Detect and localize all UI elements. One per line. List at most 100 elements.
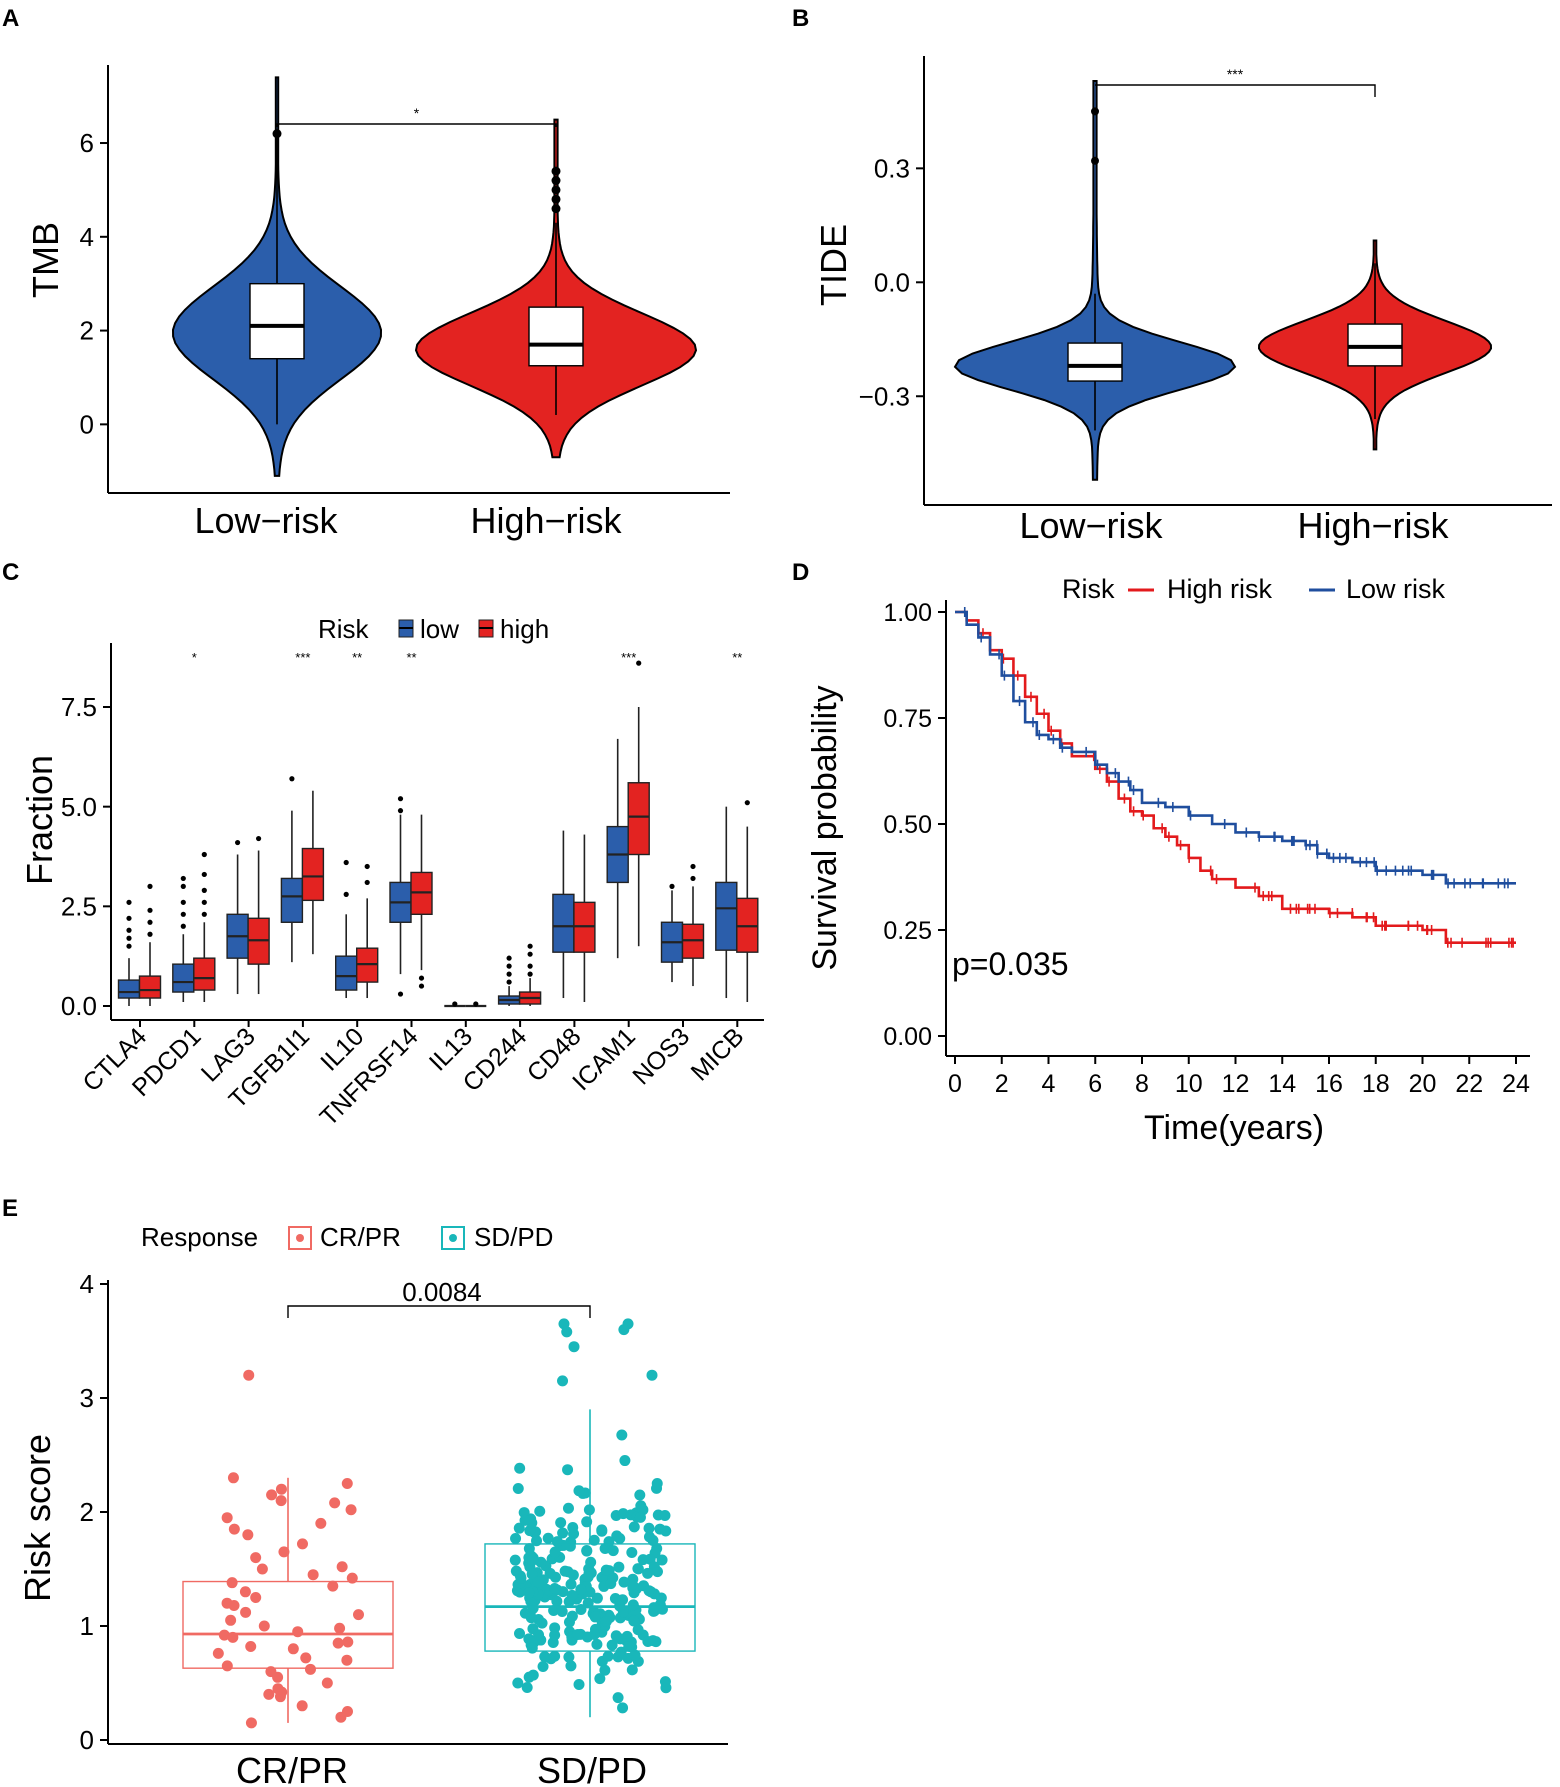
outlier-point <box>551 176 561 186</box>
outlier-point <box>147 883 153 890</box>
outlier-point <box>180 875 186 882</box>
data-point-sd-pd <box>656 1554 668 1566</box>
data-point-cr-pr <box>278 1546 290 1558</box>
data-point-sd-pd <box>562 1464 574 1476</box>
data-point-cr-pr <box>243 1369 255 1381</box>
panel-e-label: E <box>2 1195 18 1222</box>
panel-c-label: C <box>2 559 19 586</box>
data-point-sd-pd <box>589 1611 601 1623</box>
panel-c: C Risk low high Fraction 0.02.55.07.5 * *… <box>2 559 764 1132</box>
outlier-point <box>418 983 425 989</box>
data-point-sd-pd <box>610 1630 622 1642</box>
data-point-sd-pd <box>626 1547 638 1559</box>
panel-d-legend-low-label: Low risk <box>1346 574 1446 604</box>
data-point-cr-pr <box>336 1561 348 1573</box>
data-point-sd-pd <box>559 1565 571 1577</box>
data-point-cr-pr <box>250 1592 262 1603</box>
data-point-sd-pd <box>549 1571 561 1583</box>
outlier-point <box>126 935 132 941</box>
data-point-sd-pd <box>627 1579 639 1591</box>
data-point-sd-pd <box>585 1556 597 1568</box>
data-point-cr-pr <box>342 1636 354 1648</box>
outlier-point <box>201 911 207 917</box>
data-point-sd-pd <box>551 1595 563 1607</box>
data-point-cr-pr <box>327 1580 339 1592</box>
panel-d-y-tick-label: 0.00 <box>883 1023 932 1051</box>
data-point-sd-pd <box>573 1679 585 1691</box>
data-point-cr-pr <box>345 1504 357 1516</box>
outlier-point <box>1091 107 1099 116</box>
panel-e-pvalue: 0.0084 <box>402 1277 482 1307</box>
data-point-sd-pd <box>562 1502 574 1514</box>
panel-a-plot-area: * <box>171 76 698 477</box>
data-point-cr-pr <box>226 1577 238 1589</box>
data-point-sd-pd <box>537 1660 549 1672</box>
outlier-point <box>147 907 153 913</box>
panel-b-x-tick-low: Low−risk <box>1019 505 1163 546</box>
outlier-point <box>272 129 282 139</box>
significance-asterisks: * <box>414 105 420 121</box>
panel-d-x-tick-label: 2 <box>995 1070 1009 1098</box>
panel-e-y-ticks: 0 1 2 3 4 <box>80 1269 108 1755</box>
data-point-cr-pr <box>221 1660 233 1672</box>
outlier-point <box>527 943 533 949</box>
panel-a-y-ticks: 0 2 4 6 <box>80 128 108 439</box>
panel-d-x-tick-label: 6 <box>1088 1070 1102 1098</box>
data-point-sd-pd <box>629 1649 641 1661</box>
panel-e-legend: Response CR/PR SD/PD <box>141 1222 553 1252</box>
data-point-cr-pr <box>275 1495 287 1507</box>
data-point-sd-pd <box>617 1508 629 1520</box>
data-point-sd-pd <box>551 1536 563 1548</box>
outlier-point <box>180 911 186 917</box>
data-point-sd-pd <box>643 1522 655 1534</box>
panel-d-x-tick-label: 22 <box>1455 1070 1483 1098</box>
box-high-PDCD1-box <box>193 957 216 991</box>
box-low-PDCD1-box <box>172 963 195 993</box>
data-point-sd-pd <box>606 1639 618 1651</box>
km-curve-high-risk <box>955 610 1516 945</box>
significance-asterisks: *** <box>621 650 636 665</box>
data-point-sd-pd <box>588 1534 600 1546</box>
data-point-sd-pd <box>561 1326 573 1338</box>
panel-a-x-tick-high: High−risk <box>470 500 622 541</box>
data-point-sd-pd <box>567 1521 579 1533</box>
data-point-sd-pd <box>619 1455 631 1467</box>
data-point-sd-pd <box>626 1664 638 1676</box>
data-point-sd-pd <box>557 1375 569 1387</box>
panel-c-legend: Risk low high <box>318 614 549 644</box>
data-point-cr-pr <box>274 1691 286 1703</box>
data-point-sd-pd <box>618 1576 630 1588</box>
panel-e-y-tick-label: 1 <box>80 1611 94 1641</box>
significance-bracket <box>287 1305 591 1318</box>
panel-d-y-tick-label: 0.50 <box>883 811 932 839</box>
panel-d: D Risk High risk Low risk Survival proba… <box>792 559 1530 1147</box>
panel-d-x-tick-label: 12 <box>1222 1070 1250 1098</box>
panel-c-legend-title: Risk <box>318 614 370 644</box>
data-point-sd-pd <box>563 1651 575 1663</box>
panel-d-y-ticks: 0.00 0.25 0.50 0.75 1.00 <box>883 599 946 1051</box>
box-high-ICAM1-box <box>627 782 650 856</box>
panel-e-y-tick-label: 2 <box>80 1497 94 1527</box>
panel-e-legend-sd-label: SD/PD <box>474 1222 553 1252</box>
outlier-point <box>473 1001 479 1007</box>
data-point-cr-pr <box>245 1717 257 1729</box>
data-point-sd-pd <box>594 1673 606 1685</box>
outlier-point <box>744 800 750 806</box>
panel-b-plot-area: *** <box>953 66 1493 481</box>
data-point-sd-pd <box>526 1568 538 1580</box>
significance-asterisks: ** <box>352 650 362 665</box>
outlier-point <box>201 851 207 858</box>
panel-c-legend-high-label: high <box>500 614 549 644</box>
outlier-point <box>452 1001 458 1007</box>
data-point-sd-pd <box>566 1589 578 1601</box>
panel-e-plot-area <box>182 1305 696 1729</box>
data-point-sd-pd <box>596 1525 608 1537</box>
outlier-point <box>506 979 512 985</box>
violin-low <box>953 80 1237 481</box>
outlier-point <box>343 859 349 866</box>
panel-e-x-tick-cr: CR/PR <box>236 1750 348 1787</box>
panel-d-y-tick-label: 1.00 <box>883 599 932 627</box>
data-point-sd-pd <box>549 1583 561 1595</box>
panel-c-y-tick-label: 0.0 <box>61 991 97 1021</box>
data-point-sd-pd <box>617 1594 629 1606</box>
